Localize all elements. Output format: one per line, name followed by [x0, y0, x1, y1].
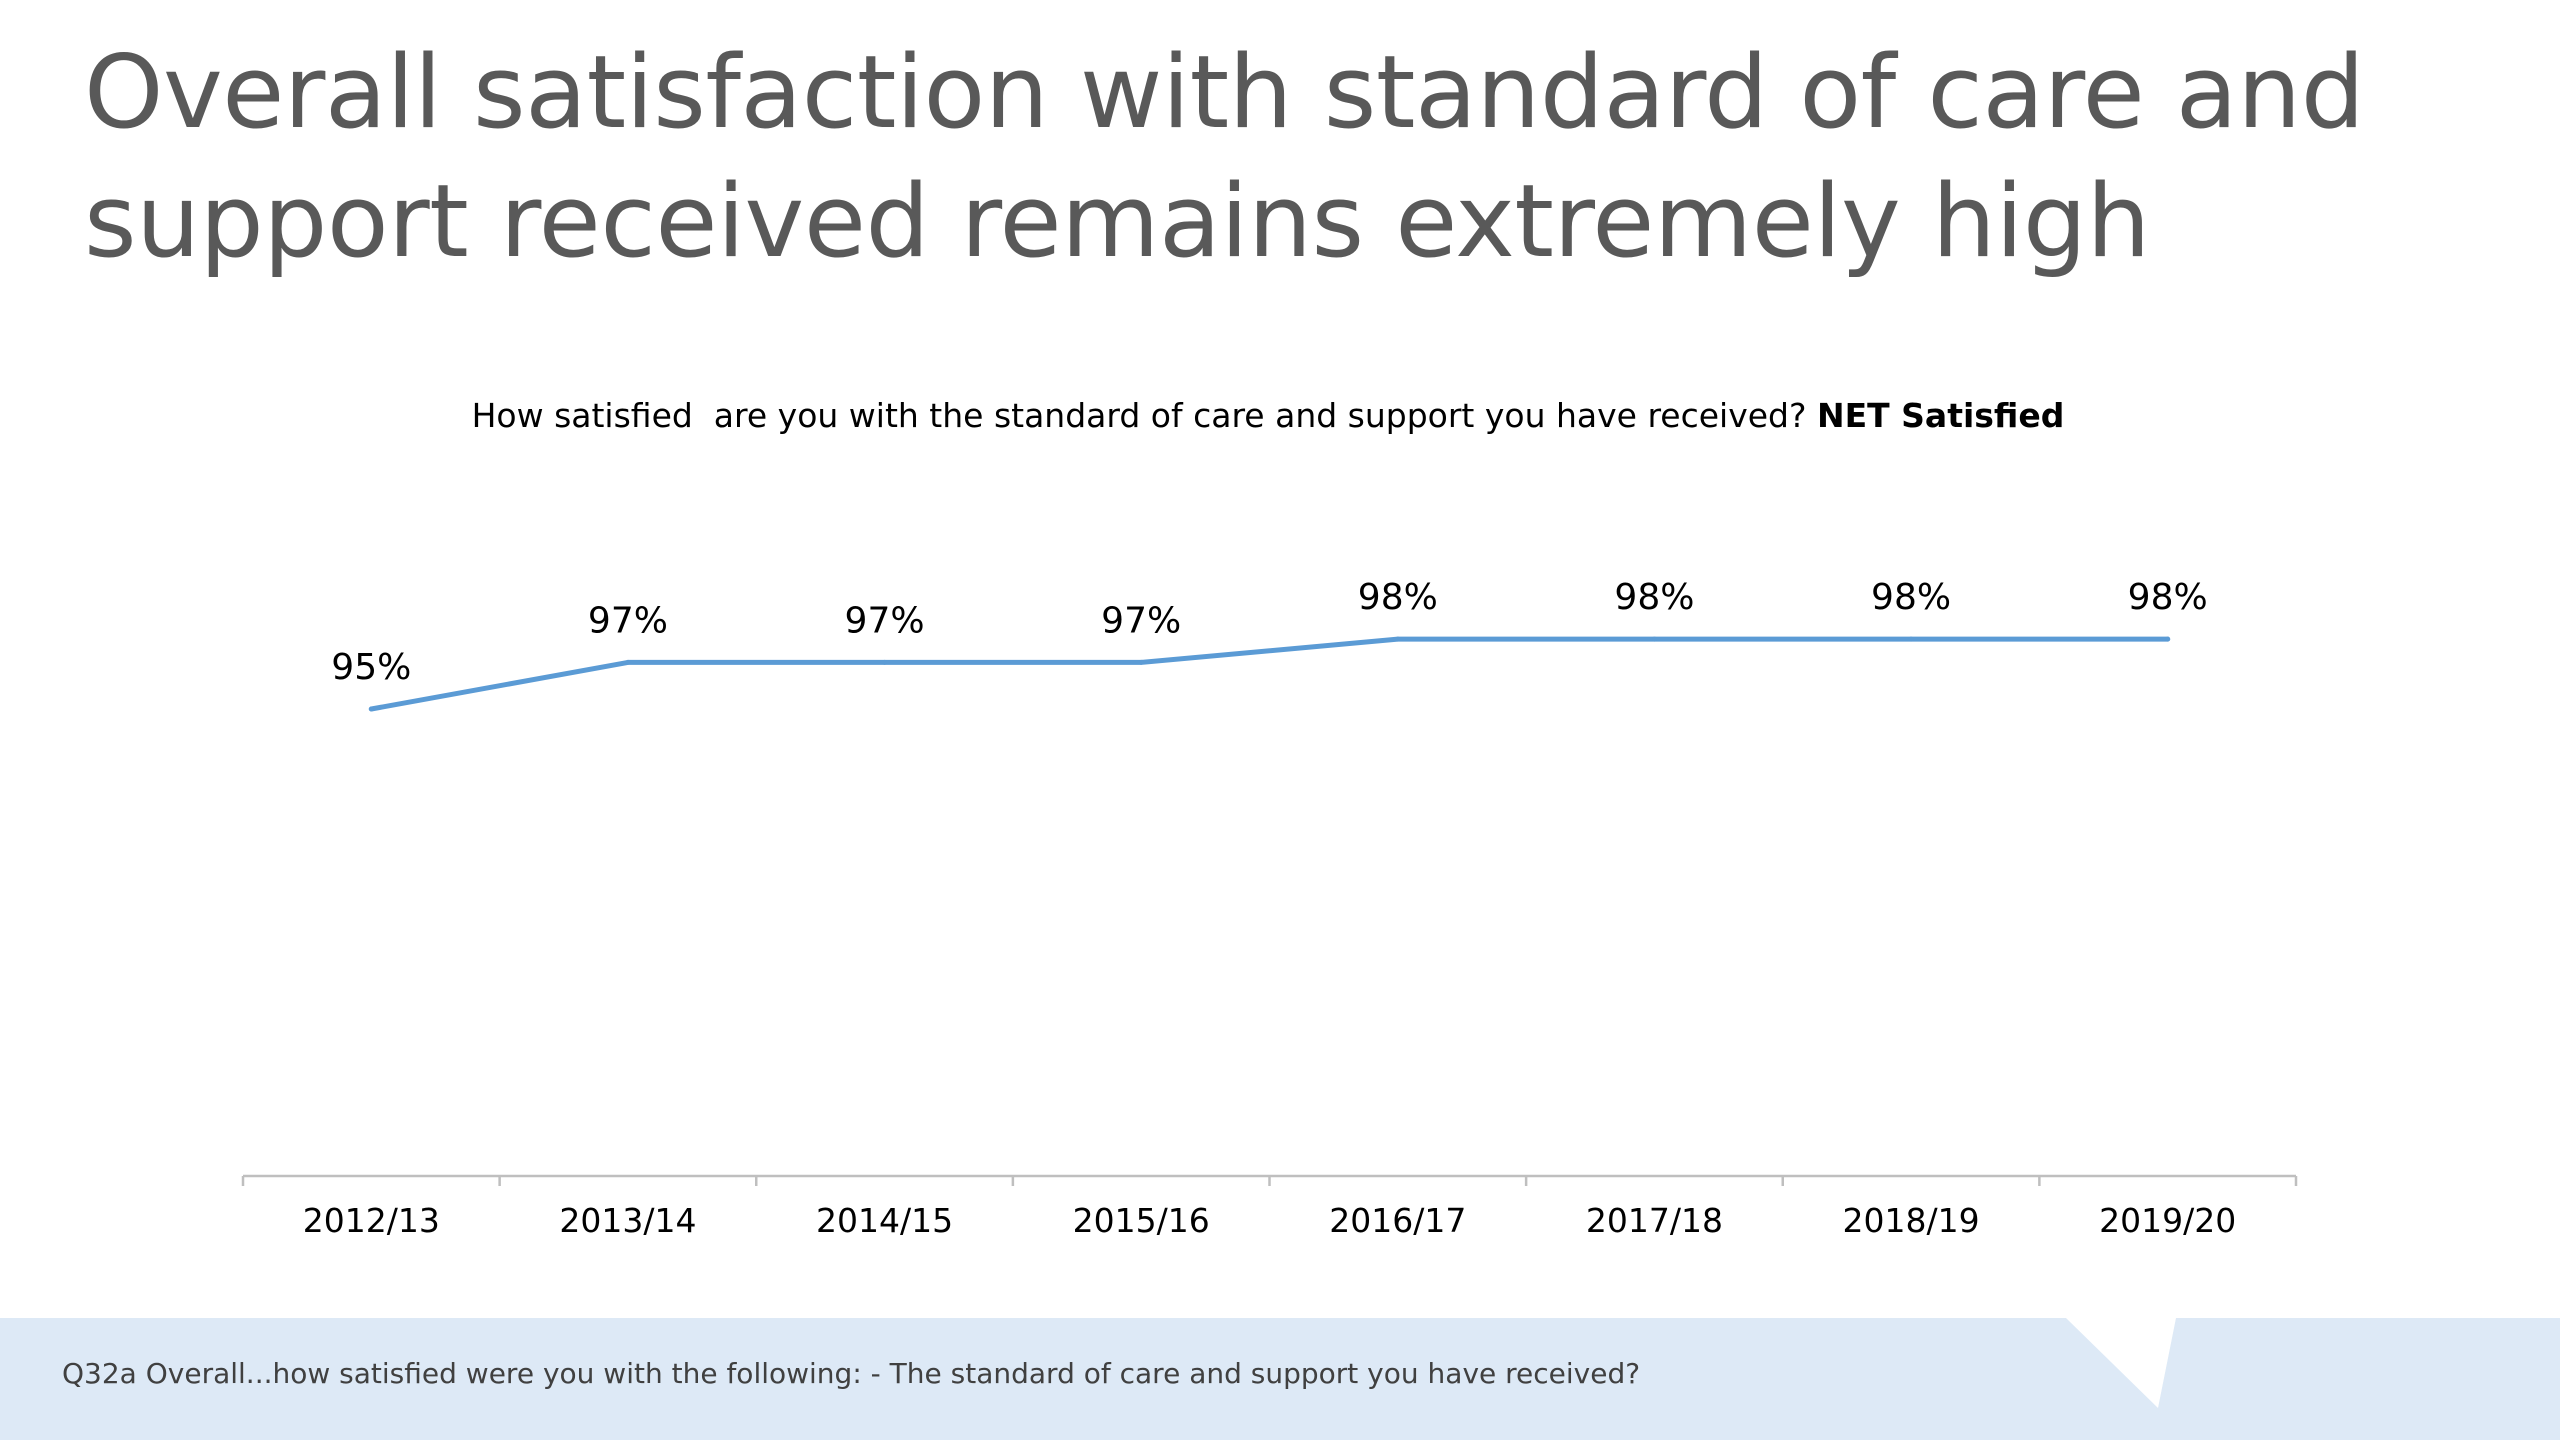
series-line-layer	[368, 636, 2171, 712]
data-point-2012-13	[368, 706, 374, 712]
data-point-2019-20	[2165, 636, 2171, 642]
data-label-2014-15: 97%	[845, 600, 925, 641]
data-point-2016-17	[1395, 636, 1401, 642]
series-line-net-satisfied	[368, 636, 2171, 712]
x-tick-label-2015-16: 2015/16	[1073, 1201, 1210, 1240]
data-label-2012-13: 95%	[331, 647, 411, 688]
satisfaction-line-chart: 95%97% 97% 97%98% 98% 98% 98% 2012/13 2013/14 2…	[241, 577, 2298, 1240]
x-tick-label-2014-15: 2014/15	[816, 1201, 953, 1240]
slide-title: Overall satisfaction with standard of ca…	[84, 33, 2365, 280]
x-tick-label-2012-13: 2012/13	[303, 1201, 440, 1240]
data-point-2013-14	[625, 659, 631, 665]
data-point-2017-18	[1651, 636, 1657, 642]
x-tick-label-2018-19: 2018/19	[1843, 1201, 1980, 1240]
data-point-2018-19	[1908, 636, 1914, 642]
data-label-2016-17: 98%	[1358, 577, 1438, 618]
data-label-2015-16: 97%	[1101, 600, 1181, 641]
chart-subtitle: How satisfied are you with the standard …	[0, 396, 2536, 435]
data-label-2013-14: 97%	[588, 600, 668, 641]
x-tick-label-2013-14: 2013/14	[559, 1201, 696, 1240]
data-point-2014-15	[882, 659, 888, 665]
x-tick-label-layer: 2012/13 2013/14 2014/15 2015/16 2016/17 2017/…	[303, 1201, 2236, 1240]
x-tick-label-2016-17: 2016/17	[1329, 1201, 1466, 1240]
footnote: Q32a Overall...how satisfied were you wi…	[62, 1357, 1641, 1390]
data-label-2017-18: 98%	[1614, 577, 1694, 618]
chart-question: How satisfied are you with the standard …	[471, 396, 1817, 435]
x-tick-label-2017-18: 2017/18	[1586, 1201, 1723, 1240]
data-label-2018-19: 98%	[1871, 577, 1951, 618]
data-point-2015-16	[1138, 659, 1144, 665]
chart-question-emphasis: NET Satisfied	[1817, 396, 2065, 435]
x-axis	[241, 1174, 2298, 1186]
x-tick-label-2019-20: 2019/20	[2099, 1201, 2236, 1240]
data-label-2019-20: 98%	[2128, 577, 2208, 618]
data-label-layer: 95% 97% 97% 97% 98% 98% 98% 98%	[331, 577, 2207, 688]
